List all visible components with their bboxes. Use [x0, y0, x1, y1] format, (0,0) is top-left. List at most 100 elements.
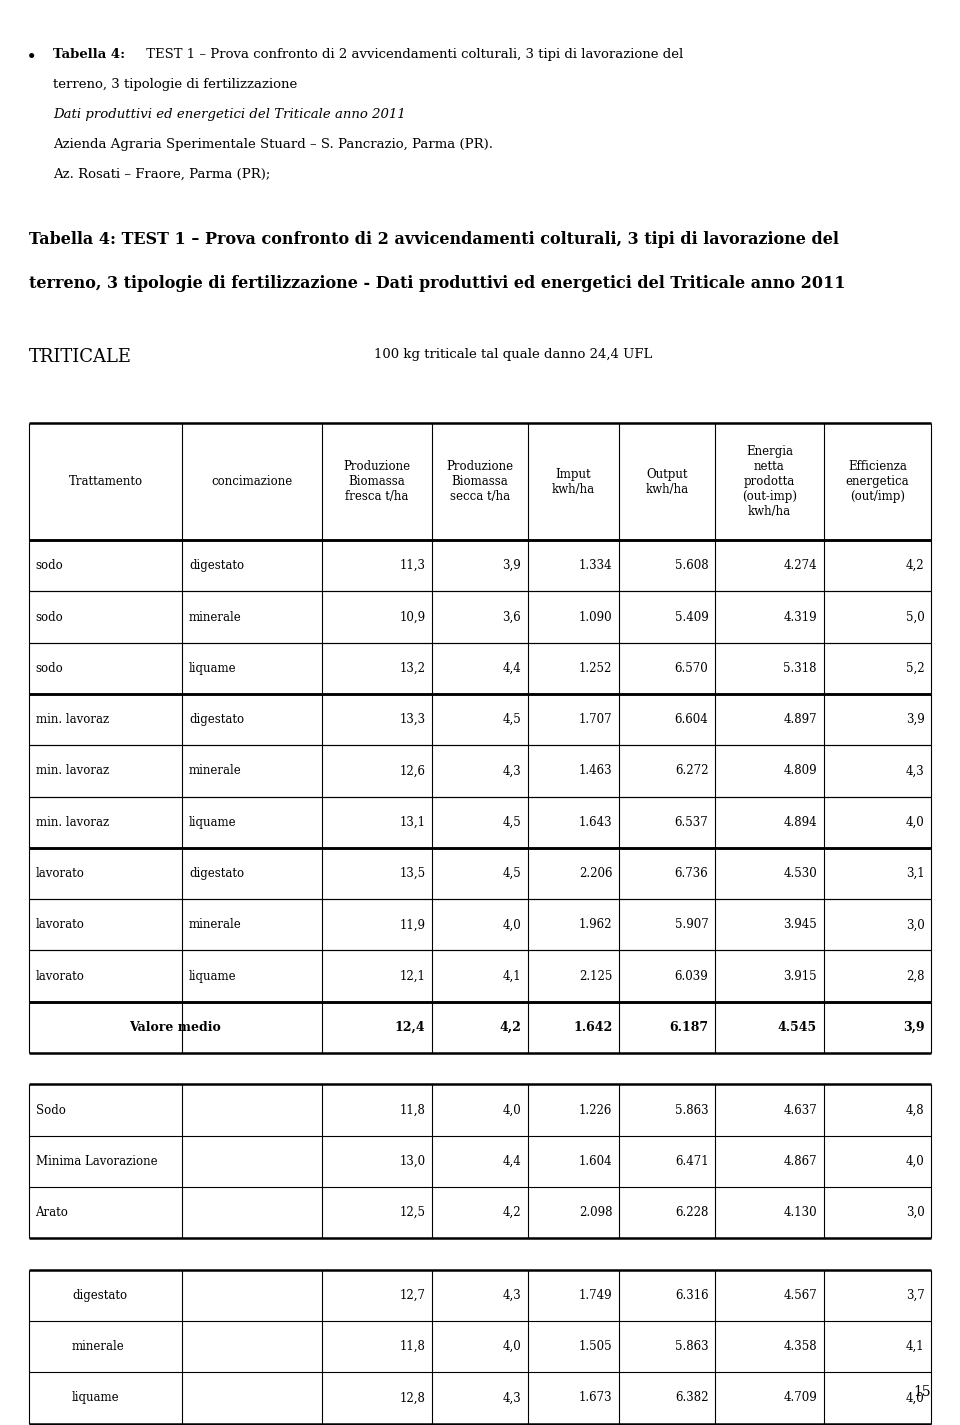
- Text: 4.867: 4.867: [783, 1154, 817, 1168]
- Text: digestato: digestato: [189, 559, 244, 573]
- Text: 5.863: 5.863: [675, 1103, 708, 1117]
- Text: 4.358: 4.358: [783, 1340, 817, 1354]
- Text: 2.125: 2.125: [579, 969, 612, 983]
- Text: 4.809: 4.809: [783, 764, 817, 778]
- Text: minerale: minerale: [189, 918, 242, 932]
- Text: 1.707: 1.707: [579, 712, 612, 727]
- Text: 13,2: 13,2: [399, 661, 425, 675]
- Text: 5.318: 5.318: [783, 661, 817, 675]
- Text: 3.915: 3.915: [783, 969, 817, 983]
- Text: 13,0: 13,0: [399, 1154, 425, 1168]
- Text: 4,0: 4,0: [502, 918, 521, 932]
- Text: 12,6: 12,6: [399, 764, 425, 778]
- Text: 4.567: 4.567: [783, 1288, 817, 1302]
- Text: 3,1: 3,1: [906, 866, 924, 881]
- Text: Minima Lavorazione: Minima Lavorazione: [36, 1154, 157, 1168]
- Text: 4,3: 4,3: [502, 764, 521, 778]
- Text: 12,1: 12,1: [399, 969, 425, 983]
- Text: Energia
netta
prodotta
(out-imp)
kwh/ha: Energia netta prodotta (out-imp) kwh/ha: [742, 445, 797, 519]
- Text: 6.471: 6.471: [675, 1154, 708, 1168]
- Text: 11,8: 11,8: [399, 1103, 425, 1117]
- Text: 1.673: 1.673: [579, 1391, 612, 1405]
- Text: 6.228: 6.228: [675, 1206, 708, 1220]
- Text: 4,0: 4,0: [502, 1340, 521, 1354]
- Text: 5,0: 5,0: [905, 610, 924, 624]
- Text: 4.545: 4.545: [778, 1020, 817, 1035]
- Text: 13,5: 13,5: [399, 866, 425, 881]
- Text: digestato: digestato: [189, 712, 244, 727]
- Text: Arato: Arato: [36, 1206, 68, 1220]
- Text: 6.039: 6.039: [675, 969, 708, 983]
- Text: 4,0: 4,0: [905, 1154, 924, 1168]
- Text: Tabella 4:: Tabella 4:: [53, 48, 125, 61]
- Text: 12,8: 12,8: [399, 1391, 425, 1405]
- Text: 3.945: 3.945: [783, 918, 817, 932]
- Text: 1.334: 1.334: [579, 559, 612, 573]
- Text: 4.319: 4.319: [783, 610, 817, 624]
- Text: 4,3: 4,3: [905, 764, 924, 778]
- Text: 3,9: 3,9: [902, 1020, 924, 1035]
- Text: liquame: liquame: [189, 815, 237, 829]
- Text: 4,1: 4,1: [906, 1340, 924, 1354]
- Text: 5.608: 5.608: [675, 559, 708, 573]
- Text: min. lavoraz: min. lavoraz: [36, 764, 108, 778]
- Text: 13,1: 13,1: [399, 815, 425, 829]
- Text: 4.637: 4.637: [783, 1103, 817, 1117]
- Text: lavorato: lavorato: [36, 866, 84, 881]
- Text: liquame: liquame: [72, 1391, 120, 1405]
- Text: sodo: sodo: [36, 559, 63, 573]
- Text: 1.463: 1.463: [579, 764, 612, 778]
- Text: digestato: digestato: [72, 1288, 127, 1302]
- Text: min. lavoraz: min. lavoraz: [36, 815, 108, 829]
- Text: TRITICALE: TRITICALE: [29, 348, 132, 366]
- Text: 1.226: 1.226: [579, 1103, 612, 1117]
- Text: 4,5: 4,5: [502, 712, 521, 727]
- Text: 5.863: 5.863: [675, 1340, 708, 1354]
- Text: Azienda Agraria Sperimentale Stuard – S. Pancrazio, Parma (PR).: Azienda Agraria Sperimentale Stuard – S.…: [53, 138, 492, 151]
- Text: 4.894: 4.894: [783, 815, 817, 829]
- Text: 4,3: 4,3: [502, 1288, 521, 1302]
- Text: 4.897: 4.897: [783, 712, 817, 727]
- Text: 15: 15: [914, 1385, 931, 1399]
- Text: Sodo: Sodo: [36, 1103, 65, 1117]
- Text: 3,0: 3,0: [905, 1206, 924, 1220]
- Text: 4,5: 4,5: [502, 815, 521, 829]
- Text: 2,8: 2,8: [906, 969, 924, 983]
- Text: 6.570: 6.570: [675, 661, 708, 675]
- Text: 1.642: 1.642: [573, 1020, 612, 1035]
- Text: •: •: [27, 50, 36, 64]
- Text: Trattamento: Trattamento: [68, 475, 143, 489]
- Text: 1.749: 1.749: [579, 1288, 612, 1302]
- Text: 11,8: 11,8: [399, 1340, 425, 1354]
- Text: lavorato: lavorato: [36, 969, 84, 983]
- Text: 100 kg triticale tal quale danno 24,4 UFL: 100 kg triticale tal quale danno 24,4 UF…: [374, 348, 653, 361]
- Text: terreno, 3 tipologie di fertilizzazione: terreno, 3 tipologie di fertilizzazione: [53, 78, 297, 91]
- Text: 10,9: 10,9: [399, 610, 425, 624]
- Text: 4,2: 4,2: [499, 1020, 521, 1035]
- Text: 4,2: 4,2: [906, 559, 924, 573]
- Text: terreno, 3 tipologie di fertilizzazione - Dati produttivi ed energetici del Trit: terreno, 3 tipologie di fertilizzazione …: [29, 275, 846, 292]
- Text: 6.272: 6.272: [675, 764, 708, 778]
- Text: 4,3: 4,3: [502, 1391, 521, 1405]
- Text: 6.316: 6.316: [675, 1288, 708, 1302]
- Text: 2.098: 2.098: [579, 1206, 612, 1220]
- Text: 4,4: 4,4: [502, 1154, 521, 1168]
- Text: Efficienza
energetica
(out/imp): Efficienza energetica (out/imp): [846, 460, 909, 503]
- Text: Produzione
Biomassa
fresca t/ha: Produzione Biomassa fresca t/ha: [344, 460, 410, 503]
- Text: minerale: minerale: [72, 1340, 125, 1354]
- Text: 6.604: 6.604: [675, 712, 708, 727]
- Text: 4,1: 4,1: [503, 969, 521, 983]
- Text: 6.537: 6.537: [675, 815, 708, 829]
- Text: Dati produttivi ed energetici del Triticale anno 2011: Dati produttivi ed energetici del Tritic…: [53, 108, 405, 121]
- Text: 4,0: 4,0: [905, 815, 924, 829]
- Text: 5.409: 5.409: [675, 610, 708, 624]
- Text: 11,9: 11,9: [399, 918, 425, 932]
- Text: Tabella 4: TEST 1 – Prova confronto di 2 avvicendamenti colturali, 3 tipi di lav: Tabella 4: TEST 1 – Prova confronto di 2…: [29, 231, 839, 248]
- Text: Imput
kwh/ha: Imput kwh/ha: [552, 467, 595, 496]
- Text: 4.709: 4.709: [783, 1391, 817, 1405]
- Text: 4.130: 4.130: [783, 1206, 817, 1220]
- Text: 4,0: 4,0: [905, 1391, 924, 1405]
- Text: 12,4: 12,4: [395, 1020, 425, 1035]
- Text: TEST 1 – Prova confronto di 2 avvicendamenti colturali, 3 tipi di lavorazione de: TEST 1 – Prova confronto di 2 avvicendam…: [142, 48, 684, 61]
- Text: 3,9: 3,9: [502, 559, 521, 573]
